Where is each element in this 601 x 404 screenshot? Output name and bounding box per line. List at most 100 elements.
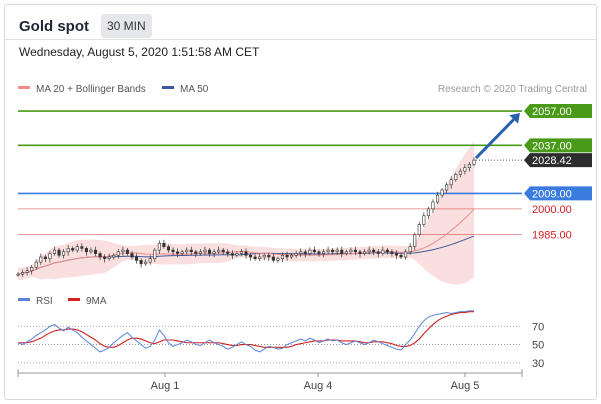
candle-body <box>84 248 88 253</box>
candle-body <box>189 249 193 253</box>
instrument-title: Gold spot <box>19 17 89 35</box>
x-tick-label: Aug 4 <box>304 380 333 392</box>
candle-body <box>363 251 367 254</box>
legend-swatch <box>18 86 30 89</box>
candle-body <box>349 249 353 253</box>
rsi-tick-label: 30 <box>532 358 544 370</box>
candle-body <box>21 272 25 275</box>
candle-body <box>372 249 376 253</box>
candle-body <box>226 251 230 254</box>
candle-body <box>422 215 426 225</box>
candle-body <box>358 251 362 254</box>
candle-body <box>139 260 143 265</box>
rsi-line <box>17 310 474 353</box>
candle-body <box>463 167 467 172</box>
candle-body <box>144 261 148 265</box>
candle-body <box>408 246 412 253</box>
candle-body <box>331 249 335 253</box>
candle-body <box>194 251 198 254</box>
candle-body <box>321 251 326 254</box>
candle-body <box>34 261 38 268</box>
level-tag-label: 2057.00 <box>532 106 572 118</box>
candle-body <box>93 249 98 254</box>
candle-body <box>326 249 330 253</box>
candle-body <box>440 189 444 196</box>
candle-body <box>390 251 394 254</box>
candle-body <box>235 253 239 256</box>
legend-swatch <box>18 298 30 301</box>
level-tag-label: 2000.00 <box>532 204 572 216</box>
candle-body <box>135 256 139 261</box>
candle-body <box>52 249 57 254</box>
level-tag-label: 2037.00 <box>532 140 572 152</box>
candle-body <box>39 256 43 263</box>
candle-body <box>103 256 107 259</box>
candle-body <box>116 251 120 256</box>
candle-body <box>125 249 129 254</box>
candle-body <box>353 249 357 253</box>
legend-label: MA 20 + Bollinger Bands <box>36 84 146 95</box>
candle-body <box>62 251 66 256</box>
candle-body <box>112 254 116 258</box>
candle-body <box>312 249 316 253</box>
candle-body <box>431 201 435 210</box>
candle-body <box>75 246 79 251</box>
candle-body <box>417 224 421 235</box>
candle-body <box>308 249 312 254</box>
datetime-label: Wednesday, August 5, 2020 1:51:58 AM CET <box>19 45 260 59</box>
candle-body <box>404 251 408 258</box>
x-tick-label: Aug 5 <box>451 380 480 392</box>
header-divider <box>5 39 596 40</box>
level-tag <box>524 186 592 201</box>
candle-body <box>340 249 344 254</box>
candle-body <box>239 251 243 254</box>
candle-body <box>262 254 266 258</box>
candle-body <box>176 251 180 254</box>
projection-arrow <box>474 118 515 160</box>
candle-body <box>25 270 29 273</box>
candle-body <box>16 273 20 276</box>
candle-body <box>280 254 285 259</box>
level-tag-label: 1985.00 <box>532 230 572 242</box>
credit-label: Research © 2020 Trading Central <box>438 84 587 95</box>
candle-body <box>285 254 289 258</box>
candle-body <box>271 256 275 261</box>
candle-body <box>171 249 175 253</box>
candle-body <box>121 249 125 253</box>
candle-body <box>249 254 253 258</box>
candle-body <box>445 184 449 191</box>
rsi-tick-label: 50 <box>532 340 544 352</box>
interval-badge[interactable]: 30 MIN <box>101 14 152 38</box>
level-tag <box>524 104 592 119</box>
legend-swatch <box>68 298 80 301</box>
candle-body <box>467 163 471 168</box>
candle-body <box>344 251 348 254</box>
candle-body <box>203 249 207 253</box>
legend-label: RSI <box>36 296 53 307</box>
candle-body <box>66 248 70 253</box>
candle-body <box>162 242 166 247</box>
candle-body <box>57 249 61 256</box>
candle-body <box>294 253 298 256</box>
level-tag <box>524 138 592 153</box>
candle-body <box>80 246 84 249</box>
candle-body <box>148 258 152 263</box>
candle-body <box>449 179 453 186</box>
candle-body <box>180 251 184 254</box>
candle-body <box>299 251 303 254</box>
candle-body <box>30 266 34 271</box>
bollinger-band <box>18 141 474 285</box>
level-tag-label: 2009.00 <box>532 188 572 200</box>
candle-body <box>89 249 93 253</box>
candle-body <box>217 249 221 253</box>
candle-body <box>230 253 234 256</box>
candle-body <box>303 251 307 254</box>
candle-body <box>267 254 271 258</box>
candle-body <box>221 249 225 253</box>
candle-body <box>367 249 371 253</box>
legend-label: 9MA <box>86 296 107 307</box>
candle-body <box>335 249 339 253</box>
candle-body <box>394 253 399 256</box>
candle-body <box>244 251 248 256</box>
